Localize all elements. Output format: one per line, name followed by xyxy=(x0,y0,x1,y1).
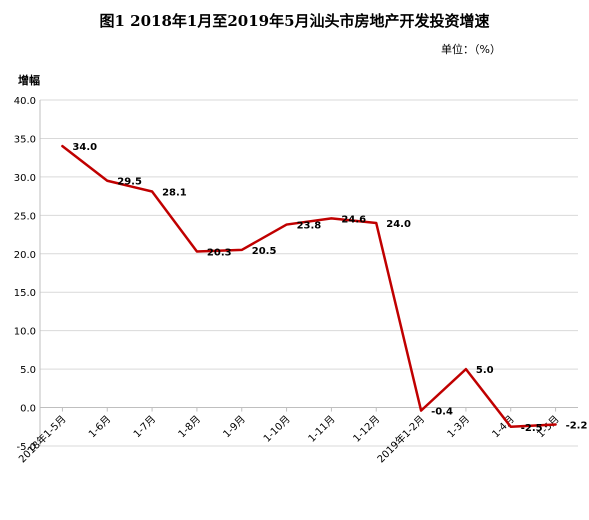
data-label: 20.5 xyxy=(252,246,277,257)
series-line xyxy=(61,144,557,429)
data-label: 24.6 xyxy=(341,214,366,225)
y-axis-label: 增幅 xyxy=(18,74,40,87)
x-tick-label: 2018年1-5月 xyxy=(16,412,69,465)
x-tick-label: 1-8月 xyxy=(176,413,203,440)
y-tick-label: -5.0 xyxy=(16,442,36,453)
y-tick-label: 30.0 xyxy=(14,173,36,184)
chart-title: 图1 2018年1月至2019年5月汕头市房地产开发投资增速 xyxy=(99,12,490,30)
x-tick-label: 1-9月 xyxy=(221,413,248,440)
x-tick-label: 1-10月 xyxy=(261,413,293,445)
y-tick-label: 5.0 xyxy=(20,365,36,376)
y-tick-label: 35.0 xyxy=(14,134,36,145)
data-label: -0.4 xyxy=(431,407,453,418)
data-label: 5.0 xyxy=(476,365,494,376)
unit-note: 单位：（%） xyxy=(441,43,501,56)
data-label: 34.0 xyxy=(72,142,97,153)
x-tick-label: 1-11月 xyxy=(306,413,338,445)
data-label: 20.3 xyxy=(207,247,232,258)
data-label: -2.5 xyxy=(521,423,543,434)
data-label: 28.1 xyxy=(162,187,187,198)
y-tick-label: 10.0 xyxy=(14,327,36,338)
y-tick-label: 15.0 xyxy=(14,288,36,299)
data-label: 23.8 xyxy=(297,221,322,232)
y-tick-label: 20.0 xyxy=(14,250,36,261)
x-tick-label: 1-7月 xyxy=(131,413,158,440)
y-tick-label: 40.0 xyxy=(14,96,36,107)
data-label: 24.0 xyxy=(386,219,411,230)
data-label: -2.2 xyxy=(566,420,588,431)
x-tick-label: 1-6月 xyxy=(86,413,113,440)
data-label: 29.5 xyxy=(117,177,142,188)
x-tick-label: 1-12月 xyxy=(351,413,383,445)
y-tick-label: 0.0 xyxy=(20,404,36,415)
x-tick-label: 2019年1-2月 xyxy=(374,412,427,465)
y-tick-label: 25.0 xyxy=(14,211,36,222)
